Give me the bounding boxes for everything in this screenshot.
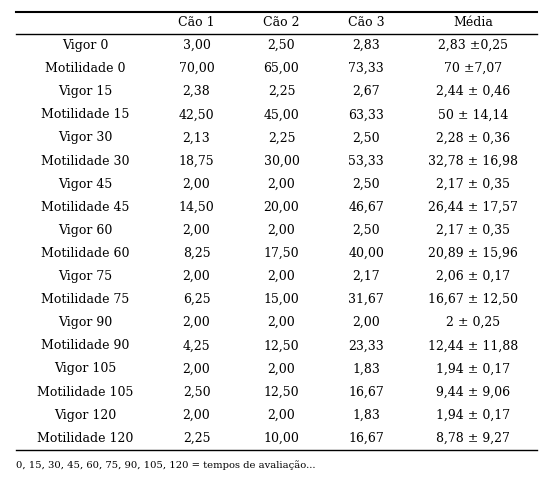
Text: Vigor 30: Vigor 30	[58, 131, 112, 144]
Text: Vigor 90: Vigor 90	[58, 316, 112, 329]
Text: 16,67: 16,67	[348, 432, 384, 445]
Text: Cão 1: Cão 1	[178, 16, 215, 29]
Text: 23,33: 23,33	[348, 339, 384, 352]
Text: 2,00: 2,00	[353, 316, 380, 329]
Text: 2,00: 2,00	[183, 270, 210, 283]
Text: Motilidade 15: Motilidade 15	[41, 108, 129, 122]
Text: 73,33: 73,33	[348, 62, 384, 75]
Text: 8,78 ± 9,27: 8,78 ± 9,27	[436, 432, 510, 445]
Text: 2,00: 2,00	[183, 224, 210, 237]
Text: 20,89 ± 15,96: 20,89 ± 15,96	[428, 247, 518, 260]
Text: 2,00: 2,00	[183, 316, 210, 329]
Text: 45,00: 45,00	[264, 108, 299, 122]
Text: 2,06 ± 0,17: 2,06 ± 0,17	[436, 270, 510, 283]
Text: 31,67: 31,67	[348, 293, 384, 306]
Text: 4,25: 4,25	[183, 339, 210, 352]
Text: 6,25: 6,25	[183, 293, 210, 306]
Text: 2,00: 2,00	[268, 178, 295, 190]
Text: 2,83 ±0,25: 2,83 ±0,25	[438, 39, 508, 52]
Text: 8,25: 8,25	[183, 247, 210, 260]
Text: 14,50: 14,50	[179, 201, 214, 214]
Text: Vigor 120: Vigor 120	[54, 409, 116, 422]
Text: 50 ± 14,14: 50 ± 14,14	[438, 108, 508, 122]
Text: 1,94 ± 0,17: 1,94 ± 0,17	[436, 363, 510, 375]
Text: 2,25: 2,25	[268, 131, 295, 144]
Text: Vigor 45: Vigor 45	[58, 178, 112, 190]
Text: 2,25: 2,25	[268, 85, 295, 98]
Text: Motilidade 30: Motilidade 30	[41, 155, 129, 168]
Text: 1,83: 1,83	[353, 409, 380, 422]
Text: 2,00: 2,00	[183, 409, 210, 422]
Text: 2,00: 2,00	[268, 316, 295, 329]
Text: 10,00: 10,00	[264, 432, 299, 445]
Text: 1,94 ± 0,17: 1,94 ± 0,17	[436, 409, 510, 422]
Text: 2,44 ± 0,46: 2,44 ± 0,46	[436, 85, 510, 98]
Text: 3,00: 3,00	[183, 39, 210, 52]
Text: 2,00: 2,00	[183, 178, 210, 190]
Text: 2,50: 2,50	[268, 39, 295, 52]
Text: 2,38: 2,38	[183, 85, 210, 98]
Text: 9,44 ± 9,06: 9,44 ± 9,06	[436, 385, 510, 399]
Text: 16,67: 16,67	[348, 385, 384, 399]
Text: 2,17 ± 0,35: 2,17 ± 0,35	[436, 178, 510, 190]
Text: 17,50: 17,50	[264, 247, 299, 260]
Text: 0, 15, 30, 45, 60, 75, 90, 105, 120 = tempos de avaliação...: 0, 15, 30, 45, 60, 75, 90, 105, 120 = te…	[16, 460, 316, 470]
Text: 2,67: 2,67	[353, 85, 380, 98]
Text: Motilidade 120: Motilidade 120	[37, 432, 133, 445]
Text: 2,25: 2,25	[183, 432, 210, 445]
Text: Motilidade 90: Motilidade 90	[41, 339, 129, 352]
Text: Média: Média	[453, 16, 493, 29]
Text: 53,33: 53,33	[348, 155, 384, 168]
Text: Vigor 0: Vigor 0	[62, 39, 108, 52]
Text: 12,50: 12,50	[264, 385, 299, 399]
Text: 63,33: 63,33	[348, 108, 384, 122]
Text: 16,67 ± 12,50: 16,67 ± 12,50	[428, 293, 518, 306]
Text: 15,00: 15,00	[264, 293, 299, 306]
Text: 2,00: 2,00	[268, 270, 295, 283]
Text: 30,00: 30,00	[264, 155, 299, 168]
Text: 2,00: 2,00	[183, 363, 210, 375]
Text: 70,00: 70,00	[179, 62, 214, 75]
Text: 12,50: 12,50	[264, 339, 299, 352]
Text: Motilidade 45: Motilidade 45	[41, 201, 129, 214]
Text: Motilidade 105: Motilidade 105	[37, 385, 133, 399]
Text: 18,75: 18,75	[179, 155, 214, 168]
Text: 40,00: 40,00	[348, 247, 384, 260]
Text: 2,50: 2,50	[353, 224, 380, 237]
Text: 2,17: 2,17	[353, 270, 380, 283]
Text: Motilidade 75: Motilidade 75	[41, 293, 129, 306]
Text: 2,13: 2,13	[183, 131, 210, 144]
Text: 2 ± 0,25: 2 ± 0,25	[446, 316, 500, 329]
Text: Vigor 60: Vigor 60	[58, 224, 112, 237]
Text: 2,00: 2,00	[268, 224, 295, 237]
Text: Vigor 105: Vigor 105	[54, 363, 116, 375]
Text: Cão 2: Cão 2	[263, 16, 300, 29]
Text: Motilidade 0: Motilidade 0	[45, 62, 125, 75]
Text: 32,78 ± 16,98: 32,78 ± 16,98	[428, 155, 518, 168]
Text: 42,50: 42,50	[179, 108, 214, 122]
Text: 65,00: 65,00	[264, 62, 299, 75]
Text: 26,44 ± 17,57: 26,44 ± 17,57	[428, 201, 518, 214]
Text: 46,67: 46,67	[348, 201, 384, 214]
Text: 2,00: 2,00	[268, 363, 295, 375]
Text: 2,50: 2,50	[183, 385, 210, 399]
Text: 2,17 ± 0,35: 2,17 ± 0,35	[436, 224, 510, 237]
Text: 2,83: 2,83	[353, 39, 380, 52]
Text: 1,83: 1,83	[353, 363, 380, 375]
Text: 2,50: 2,50	[353, 131, 380, 144]
Text: 2,50: 2,50	[353, 178, 380, 190]
Text: 12,44 ± 11,88: 12,44 ± 11,88	[428, 339, 518, 352]
Text: 2,28 ± 0,36: 2,28 ± 0,36	[436, 131, 510, 144]
Text: Motilidade 60: Motilidade 60	[41, 247, 129, 260]
Text: 20,00: 20,00	[264, 201, 299, 214]
Text: 2,00: 2,00	[268, 409, 295, 422]
Text: Vigor 15: Vigor 15	[58, 85, 112, 98]
Text: 70 ±7,07: 70 ±7,07	[444, 62, 502, 75]
Text: Cão 3: Cão 3	[348, 16, 385, 29]
Text: Vigor 75: Vigor 75	[58, 270, 112, 283]
